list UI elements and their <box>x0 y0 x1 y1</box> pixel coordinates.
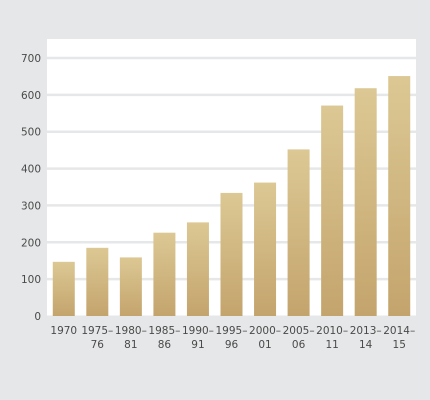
x-tick-label-line: 81 <box>124 339 137 351</box>
x-tick-label-line: 1985– <box>148 325 180 337</box>
x-tick-label: 1975– 76 <box>81 325 113 351</box>
x-tick-label-line: 2013– <box>350 325 382 337</box>
y-tick-label: 400 <box>21 164 41 176</box>
x-tick-label-line: 15 <box>393 339 406 351</box>
x-tick-label-line: 1990– <box>182 325 214 337</box>
x-tick-label-line: 11 <box>325 339 338 351</box>
x-tick-label: 1980– 81 <box>115 325 147 351</box>
x-tick-label-line: 06 <box>292 339 306 351</box>
x-tick-label: 2014– 15 <box>383 325 415 351</box>
y-tick-label: 200 <box>21 237 41 249</box>
x-tick-label-line: 2014– <box>383 325 415 337</box>
y-axis: 0 100 200 300 400 500 600 700 <box>21 53 41 323</box>
bar <box>321 105 344 316</box>
y-tick-label: 500 <box>21 127 41 139</box>
x-axis: 1970 1975– 76 1980– 81 1985– 86 1990– 91 1995– 96 2… <box>50 325 415 351</box>
bar <box>186 222 209 316</box>
x-tick-label-line: 2010– <box>316 325 348 337</box>
x-tick-label-line: 14 <box>359 339 373 351</box>
y-tick-label: 700 <box>21 53 41 65</box>
x-tick-label: 1970 <box>50 325 77 337</box>
x-tick-label-line: 1970 <box>50 325 77 337</box>
y-tick-label: 0 <box>34 311 41 323</box>
x-tick-label: 2005– 06 <box>283 325 315 351</box>
y-tick-label: 300 <box>21 200 41 212</box>
x-tick-label-line: 1975– <box>81 325 113 337</box>
bar <box>153 232 176 316</box>
bar <box>388 76 411 316</box>
y-tick-label: 100 <box>21 274 41 286</box>
x-tick-label-line: 76 <box>91 339 105 351</box>
x-tick-label-line: 2005– <box>283 325 315 337</box>
x-tick-label-line: 01 <box>258 339 271 351</box>
bar <box>119 257 142 316</box>
bar <box>52 261 75 316</box>
x-tick-label: 1995– 96 <box>216 325 248 351</box>
bars <box>52 76 411 316</box>
bar <box>354 88 377 316</box>
bar <box>254 182 277 316</box>
y-tick-label: 600 <box>21 90 41 102</box>
bar <box>287 149 310 316</box>
x-tick-label: 2000– 01 <box>249 325 281 351</box>
x-tick-label: 1990– 91 <box>182 325 214 351</box>
x-tick-label: 2010– 11 <box>316 325 348 351</box>
bar <box>86 247 109 316</box>
x-tick-label: 1985– 86 <box>148 325 180 351</box>
x-tick-label-line: 1995– <box>216 325 248 337</box>
x-tick-label-line: 1980– <box>115 325 147 337</box>
x-tick-label: 2013– 14 <box>350 325 382 351</box>
x-tick-label-line: 91 <box>191 339 204 351</box>
x-tick-label-line: 2000– <box>249 325 281 337</box>
bar <box>220 192 243 316</box>
x-tick-label-line: 96 <box>225 339 239 351</box>
x-tick-label-line: 86 <box>158 339 172 351</box>
